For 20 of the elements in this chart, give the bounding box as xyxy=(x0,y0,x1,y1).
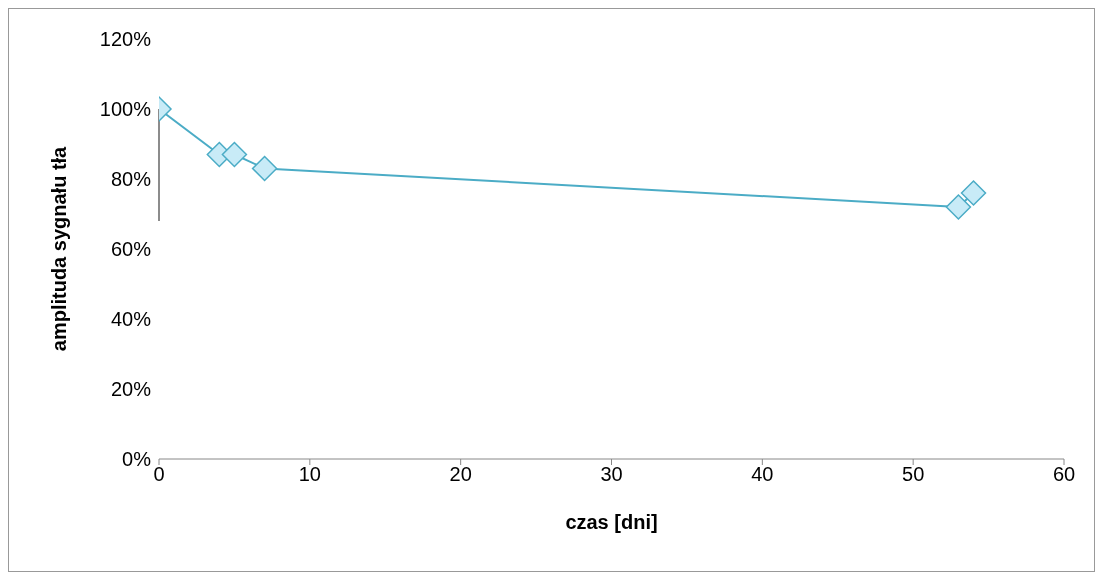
x-axis-title: czas [dni] xyxy=(565,511,658,533)
y-tick-label: 20% xyxy=(110,378,152,401)
x-tick-label: 20 xyxy=(449,463,472,486)
y-tick-label: 40% xyxy=(110,308,152,331)
y-tick-label: 0% xyxy=(122,448,152,471)
x-tick-label: 50 xyxy=(902,463,925,486)
x-tick-label: 10 xyxy=(298,463,321,486)
point xyxy=(945,194,972,220)
y-tick-label: 60% xyxy=(110,238,152,261)
x-tick-label: 40 xyxy=(751,463,774,486)
x-tick-label: 60 xyxy=(1052,463,1076,486)
point xyxy=(221,141,248,168)
point xyxy=(251,155,278,182)
x-tick-label: 0 xyxy=(153,463,165,486)
y-tick-label: 100% xyxy=(99,98,152,121)
y-tick-label: 120% xyxy=(99,28,152,51)
y-axis-title: amplituda sygnału tła xyxy=(48,145,71,352)
point xyxy=(960,180,987,206)
x-tick-label: 30 xyxy=(600,463,623,486)
y-tick-label: 80% xyxy=(110,168,152,191)
